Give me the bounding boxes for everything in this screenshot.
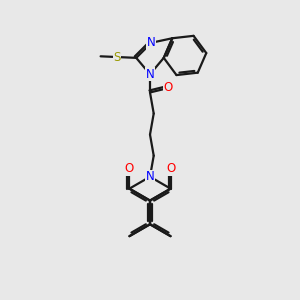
Text: N: N <box>146 170 154 183</box>
Text: N: N <box>146 68 154 81</box>
Text: N: N <box>147 36 156 49</box>
Text: O: O <box>166 162 175 175</box>
Text: O: O <box>125 162 134 175</box>
Text: O: O <box>164 82 173 94</box>
Text: S: S <box>113 50 121 64</box>
